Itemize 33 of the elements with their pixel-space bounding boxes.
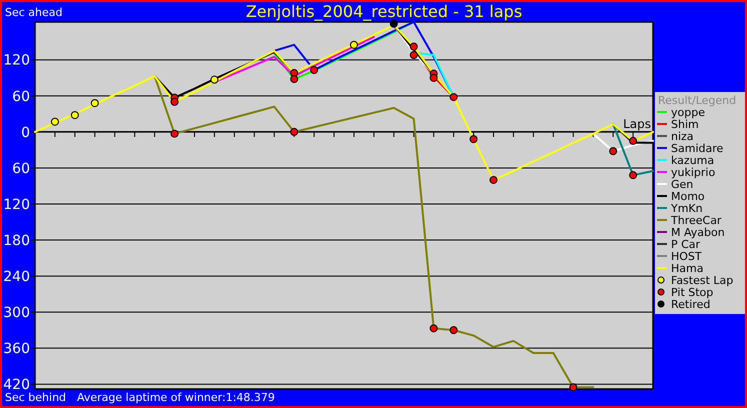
- text: Average laptime of winner:1:48.379: [77, 391, 275, 404]
- legend-label: HOST: [671, 250, 702, 263]
- legend-label: P Car: [671, 238, 701, 251]
- legend-label: Hama: [671, 262, 704, 275]
- x-axis-title: Laps: [623, 116, 651, 131]
- legend-label: kazuma: [671, 154, 714, 167]
- y-tick-label: 120: [3, 196, 30, 213]
- legend-label: Momo: [671, 190, 705, 203]
- y-tick-label: 60: [12, 88, 30, 105]
- legend-label: yoppe: [671, 106, 706, 119]
- legend-label: Gen: [671, 178, 694, 191]
- legend-label: ThreeCar: [670, 214, 722, 227]
- text: Sec behind: [5, 391, 66, 404]
- y-tick-label: 300: [3, 305, 30, 322]
- y-tick-label: 420: [3, 377, 30, 394]
- legend-label: Fastest Lap: [671, 274, 734, 287]
- legend-label: niza: [671, 130, 694, 143]
- y-tick-label: 360: [3, 341, 30, 358]
- legend-label: YmKn: [670, 202, 703, 215]
- legend-label: Shim: [671, 118, 699, 131]
- y-tick-label: 0: [21, 124, 30, 141]
- y-axis-title: Sec ahead: [5, 6, 62, 19]
- y-tick-label: 240: [3, 268, 30, 285]
- legend-label: Samidare: [671, 142, 724, 155]
- y-tick-label: 60: [12, 160, 30, 177]
- legend-label: M Ayabon: [671, 226, 725, 239]
- y-tick-label: 120: [3, 52, 30, 69]
- legend-title: Result/Legend: [658, 94, 736, 107]
- chart-title: Zenjoltis_2004_restricted - 31 laps: [246, 2, 522, 21]
- legend-label: Pit Stop: [671, 286, 714, 299]
- legend-label: Retired: [671, 298, 710, 311]
- legend-label: yukiprio: [671, 166, 716, 179]
- y-tick-label: 180: [3, 232, 30, 249]
